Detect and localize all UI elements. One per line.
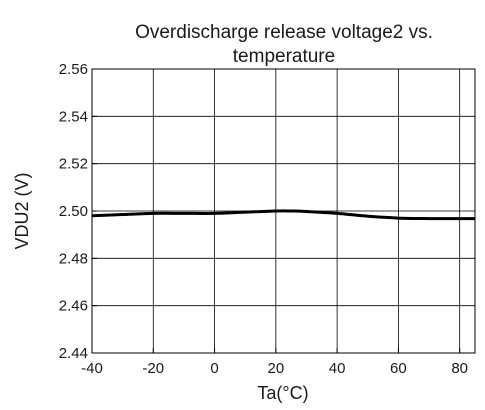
y-tick-label: 2.46 [59,298,88,315]
series-line-vdu2 [91,209,476,221]
series-group [91,209,476,221]
x-tick-labels: -40 -20 0 20 40 60 80 [81,360,468,377]
y-tick-label: 2.52 [59,156,88,173]
ticks [91,68,461,354]
y-tick-label: 2.48 [59,250,88,267]
chart-title-line-1: Overdischarge release voltage2 vs. [135,22,433,43]
y-tick-labels: 2.44 2.46 2.48 2.50 2.52 2.54 2.56 [59,61,88,362]
x-tick-label: -40 [81,360,103,377]
x-tick-label: 0 [210,360,218,377]
y-tick-label: 2.50 [59,203,88,220]
x-axis-label: Ta(°C) [257,383,308,403]
x-tick-label: 40 [329,360,346,377]
chart-title-line-2: temperature [233,46,335,67]
x-tick-label: -20 [142,360,164,377]
y-tick-label: 2.54 [59,108,88,125]
y-tick-label: 2.44 [59,345,88,362]
y-axis-label: VDU2 (V) [12,172,32,249]
x-tick-label: 80 [451,360,468,377]
y-tick-label: 2.56 [59,61,88,78]
x-tick-label: 60 [390,360,407,377]
x-tick-label: 20 [267,360,284,377]
